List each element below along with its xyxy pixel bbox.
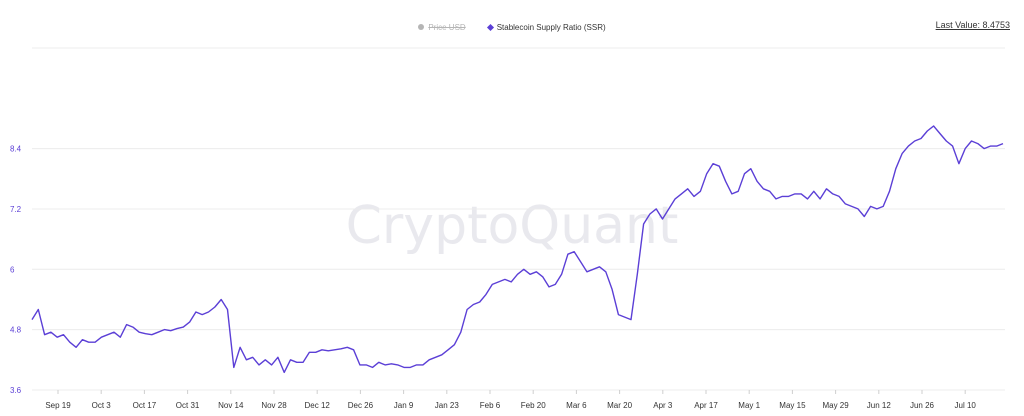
x-tick-label: Apr 3 xyxy=(653,401,673,410)
watermark-text: CryptoQuant xyxy=(346,196,679,256)
x-tick-label: Oct 17 xyxy=(133,401,157,410)
x-tick-label: Nov 14 xyxy=(218,401,244,410)
series-line-ssr xyxy=(31,125,1004,374)
x-tick-label: Jun 12 xyxy=(867,401,892,410)
y-tick-label: 8.4 xyxy=(10,145,22,154)
x-tick-label: Nov 28 xyxy=(261,401,287,410)
x-tick-label: Oct 31 xyxy=(176,401,200,410)
chart-legend: Price USD Stablecoin Supply Ratio (SSR) xyxy=(0,18,1024,36)
x-tick-label: Jun 26 xyxy=(910,401,935,410)
legend-label-price: Price USD xyxy=(428,22,466,32)
x-tick-label: Mar 20 xyxy=(607,401,632,410)
x-tick-label: Dec 26 xyxy=(348,401,374,410)
x-tick-label: May 29 xyxy=(822,401,849,410)
x-tick-label: Feb 20 xyxy=(521,401,546,410)
x-tick-label: Apr 17 xyxy=(694,401,718,410)
x-tick-label: Sep 19 xyxy=(45,401,71,410)
y-tick-label: 6 xyxy=(10,265,15,274)
y-tick-label: 7.2 xyxy=(10,205,22,214)
x-tick-label: Dec 12 xyxy=(305,401,331,410)
x-tick-label: Mar 6 xyxy=(566,401,587,410)
x-tick-label: Jan 23 xyxy=(435,401,460,410)
x-tick-label: Jul 10 xyxy=(955,401,977,410)
x-tick-label: Jan 9 xyxy=(394,401,414,410)
x-tick-label: May 1 xyxy=(738,401,760,410)
x-tick-label: Oct 3 xyxy=(92,401,112,410)
x-tick-label: May 15 xyxy=(779,401,806,410)
y-tick-label: 4.8 xyxy=(10,326,22,335)
series-layer xyxy=(31,125,1004,374)
x-tick-label: Feb 6 xyxy=(480,401,501,410)
grid-lines xyxy=(32,47,1005,391)
legend-label-ssr: Stablecoin Supply Ratio (SSR) xyxy=(496,22,606,32)
x-axis: Sep 19 Oct 3 Oct 17 Oct 31 Nov 14 Nov 28 Dec 1… xyxy=(45,390,976,410)
legend-item-ssr[interactable]: Stablecoin Supply Ratio (SSR) xyxy=(486,22,606,32)
legend-item-price-usd[interactable]: Price USD xyxy=(418,22,466,32)
last-value-label: Last Value: 8.4753 xyxy=(935,20,1010,30)
legend-circle-icon xyxy=(418,24,425,30)
y-axis: 3.6 4.8 6 7.2 8.4 xyxy=(10,145,22,395)
y-tick-label: 3.6 xyxy=(10,386,22,395)
